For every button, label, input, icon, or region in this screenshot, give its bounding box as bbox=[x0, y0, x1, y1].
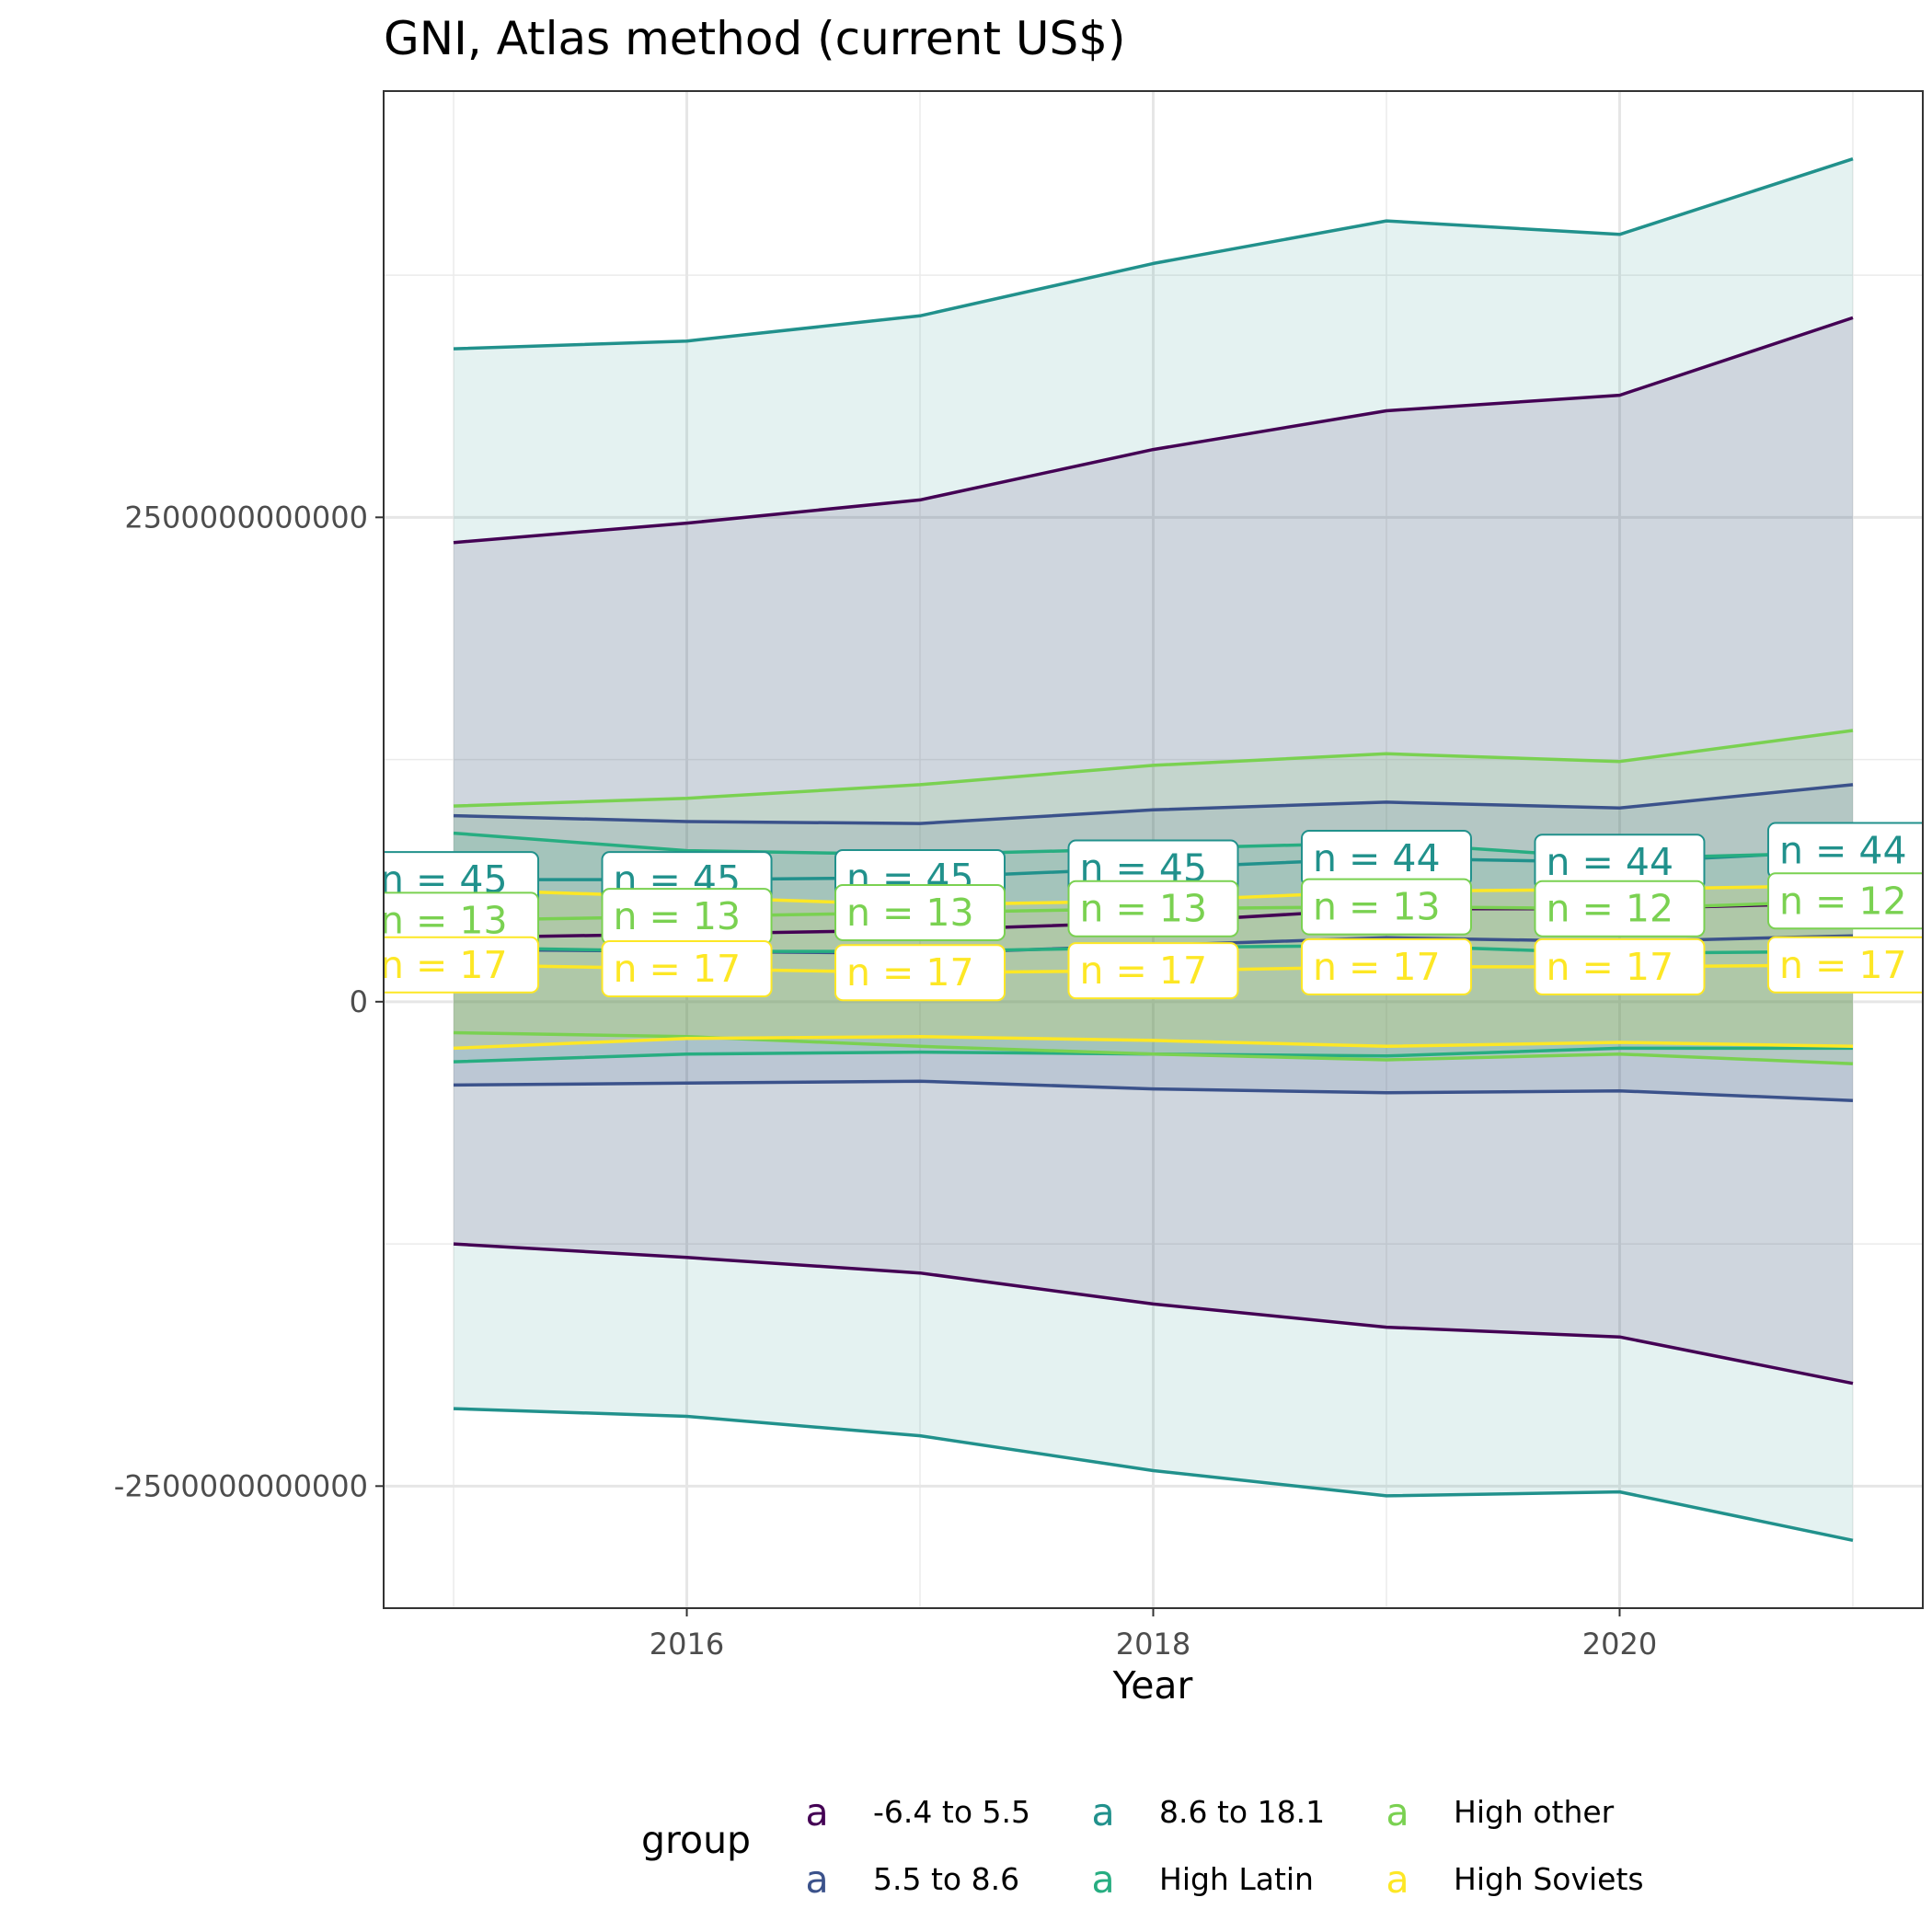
n-label-group: n = 45 n = 45 n = 45 n = 45 n = 44 n = 44 n = … bbox=[380, 822, 1923, 1002]
n-label-5-4: n = 17 bbox=[1313, 945, 1441, 989]
n-label-box-5-2 bbox=[834, 944, 1006, 1002]
n-label-box-4-3 bbox=[1067, 880, 1239, 937]
line-series-1-upper bbox=[453, 783, 1854, 825]
x-tick-label-0: 2016 bbox=[650, 1627, 724, 1662]
line-series-2-lower bbox=[453, 1407, 1854, 1543]
axes: 2016 2018 2020 2500000000000 0 -2500000000000 bbox=[114, 500, 1657, 1662]
n-label-5-3: n = 17 bbox=[1080, 949, 1208, 993]
n-label-4-0: n = 13 bbox=[380, 898, 508, 942]
line-series-0-lower bbox=[453, 1242, 1854, 1386]
n-label-2-6: n = 44 bbox=[1779, 829, 1907, 873]
n-label-box-4-6 bbox=[1766, 872, 1923, 930]
legend-key-0: a bbox=[805, 1790, 828, 1834]
line-series-1-lower bbox=[453, 1079, 1854, 1102]
n-label-5-6: n = 17 bbox=[1779, 943, 1907, 987]
n-label-box-5-1 bbox=[601, 940, 773, 998]
line-series-5-lower bbox=[453, 1034, 1854, 1051]
n-label-2-5: n = 44 bbox=[1546, 840, 1673, 884]
n-label-box-5-4 bbox=[1300, 937, 1472, 995]
line-series-4-lower bbox=[453, 1030, 1854, 1065]
n-label-4-3: n = 13 bbox=[1080, 887, 1208, 931]
legend-label-4: High other bbox=[1454, 1794, 1615, 1830]
n-label-5-1: n = 17 bbox=[614, 947, 742, 991]
legend-label-5: High Soviets bbox=[1454, 1861, 1644, 1897]
n-label-box-4-5 bbox=[1534, 880, 1706, 937]
legend-key-5: a bbox=[1386, 1857, 1409, 1902]
x-tick-label-1: 2018 bbox=[1116, 1627, 1190, 1662]
y-tick-label-2: -2500000000000 bbox=[114, 1468, 368, 1503]
line-series-0-upper bbox=[453, 316, 1854, 545]
n-labels: n = 45 n = 45 n = 45 n = 45 n = 44 n = 44 n = … bbox=[380, 822, 1923, 1002]
chart-title: GNI, Atlas method (current US$) bbox=[384, 12, 1126, 65]
n-label-4-1: n = 13 bbox=[614, 894, 742, 938]
legend-key-1: a bbox=[805, 1857, 828, 1902]
line-series-4-upper bbox=[453, 729, 1854, 808]
legend-key-4: a bbox=[1386, 1790, 1409, 1834]
legend-label-1: 5.5 to 8.6 bbox=[873, 1861, 1019, 1897]
n-label-4-2: n = 13 bbox=[846, 891, 974, 935]
n-label-5-0: n = 17 bbox=[380, 943, 508, 987]
n-label-4-4: n = 13 bbox=[1313, 885, 1441, 929]
x-tick-label-2: 2020 bbox=[1582, 1627, 1657, 1662]
legend: group a -6.4 to 5.5 a 5.5 to 8.6 a 8.6 to 18.… bbox=[641, 1790, 1644, 1902]
n-label-box-5-6 bbox=[1766, 936, 1923, 994]
y-tick-label-0: 2500000000000 bbox=[124, 500, 368, 535]
y-tick-label-1: 0 bbox=[350, 984, 368, 1019]
n-label-box-5-5 bbox=[1534, 937, 1706, 995]
legend-title: group bbox=[641, 1818, 751, 1862]
legend-key-2: a bbox=[1091, 1790, 1114, 1834]
legend-key-3: a bbox=[1091, 1857, 1114, 1902]
n-label-box-5-0 bbox=[384, 936, 540, 994]
n-label-2-4: n = 44 bbox=[1313, 836, 1441, 880]
n-label-4-5: n = 12 bbox=[1546, 887, 1673, 931]
n-label-5-5: n = 17 bbox=[1546, 945, 1673, 989]
x-axis-title: Year bbox=[1112, 1663, 1193, 1708]
n-label-box-5-3 bbox=[1067, 942, 1239, 1000]
line-series-2-upper bbox=[453, 157, 1854, 351]
n-label-box-4-4 bbox=[1300, 878, 1472, 936]
n-label-5-2: n = 17 bbox=[846, 950, 974, 995]
n-label-4-6: n = 12 bbox=[1779, 879, 1907, 923]
legend-label-3: High Latin bbox=[1159, 1861, 1314, 1897]
n-label-box-4-2 bbox=[834, 883, 1006, 941]
legend-label-0: -6.4 to 5.5 bbox=[873, 1794, 1030, 1830]
legend-label-2: 8.6 to 18.1 bbox=[1159, 1794, 1325, 1830]
